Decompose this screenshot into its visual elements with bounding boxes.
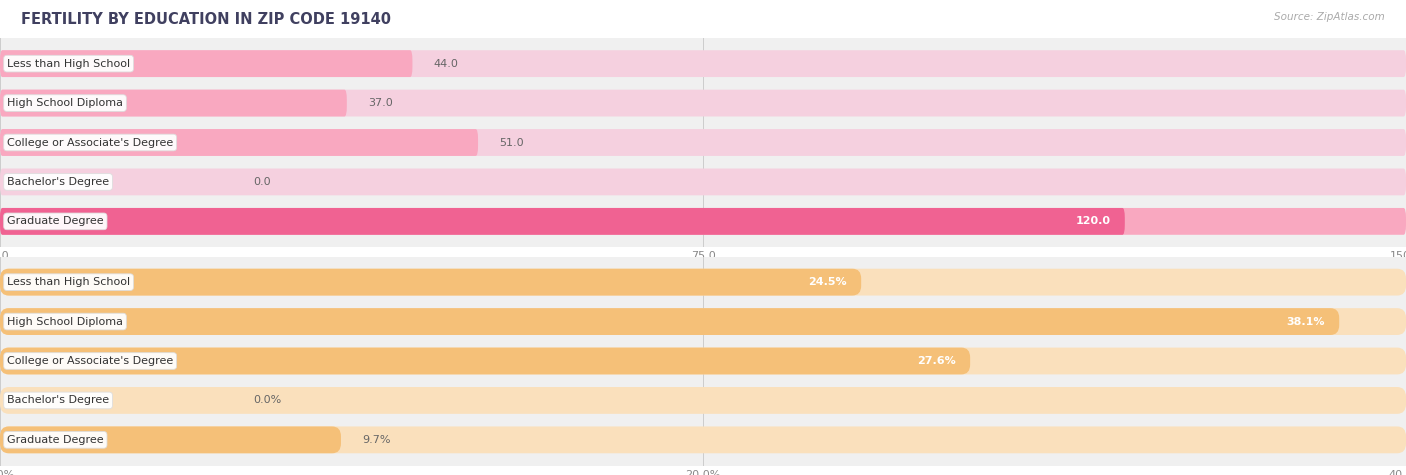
Text: 0.0%: 0.0% — [253, 395, 281, 406]
Text: FERTILITY BY EDUCATION IN ZIP CODE 19140: FERTILITY BY EDUCATION IN ZIP CODE 19140 — [21, 12, 391, 27]
FancyBboxPatch shape — [0, 208, 1125, 235]
FancyBboxPatch shape — [0, 90, 1406, 116]
Text: 120.0: 120.0 — [1076, 217, 1111, 227]
Text: College or Associate's Degree: College or Associate's Degree — [7, 137, 173, 148]
FancyBboxPatch shape — [0, 427, 340, 453]
FancyBboxPatch shape — [0, 129, 478, 156]
Text: Graduate Degree: Graduate Degree — [7, 435, 104, 445]
Text: 38.1%: 38.1% — [1286, 316, 1324, 327]
Text: Bachelor's Degree: Bachelor's Degree — [7, 395, 110, 406]
Text: 44.0: 44.0 — [433, 58, 458, 68]
FancyBboxPatch shape — [0, 269, 860, 295]
Text: 9.7%: 9.7% — [363, 435, 391, 445]
Text: Source: ZipAtlas.com: Source: ZipAtlas.com — [1274, 12, 1385, 22]
FancyBboxPatch shape — [0, 427, 1406, 453]
FancyBboxPatch shape — [0, 387, 1406, 414]
Text: High School Diploma: High School Diploma — [7, 98, 124, 108]
FancyBboxPatch shape — [0, 269, 1406, 295]
Text: Graduate Degree: Graduate Degree — [7, 217, 104, 227]
FancyBboxPatch shape — [0, 90, 347, 116]
FancyBboxPatch shape — [0, 50, 412, 77]
Text: 0.0: 0.0 — [253, 177, 271, 187]
FancyBboxPatch shape — [0, 308, 1339, 335]
Text: 27.6%: 27.6% — [917, 356, 956, 366]
FancyBboxPatch shape — [0, 50, 1406, 77]
Text: 24.5%: 24.5% — [808, 277, 846, 287]
Text: Bachelor's Degree: Bachelor's Degree — [7, 177, 110, 187]
Text: 51.0: 51.0 — [499, 137, 524, 148]
Text: Less than High School: Less than High School — [7, 277, 131, 287]
FancyBboxPatch shape — [0, 308, 1406, 335]
FancyBboxPatch shape — [0, 169, 1406, 195]
Text: Less than High School: Less than High School — [7, 58, 131, 68]
Text: College or Associate's Degree: College or Associate's Degree — [7, 356, 173, 366]
FancyBboxPatch shape — [0, 348, 970, 374]
FancyBboxPatch shape — [0, 208, 1406, 235]
FancyBboxPatch shape — [0, 348, 1406, 374]
Text: High School Diploma: High School Diploma — [7, 316, 124, 327]
FancyBboxPatch shape — [0, 129, 1406, 156]
Text: 37.0: 37.0 — [368, 98, 392, 108]
